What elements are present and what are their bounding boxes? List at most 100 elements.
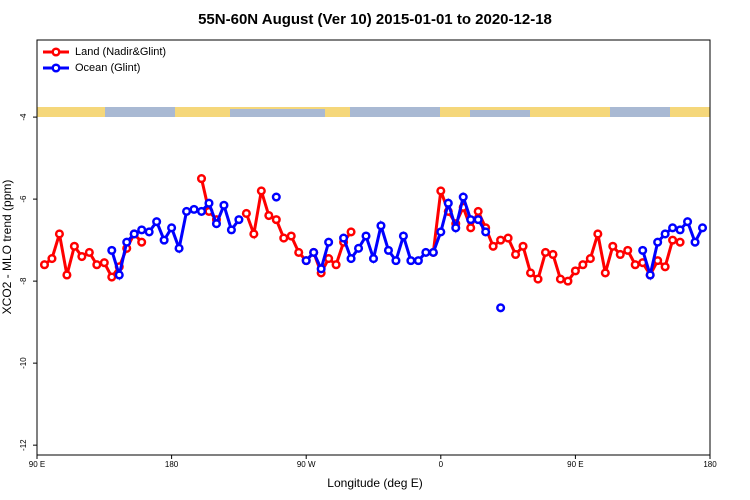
data-point — [496, 235, 506, 245]
y-tick-label: -10 — [19, 357, 28, 369]
data-point — [600, 268, 610, 278]
y-axis-label: XCO2 - MLO trend (ppm) — [0, 180, 14, 315]
data-point — [428, 247, 438, 257]
data-point — [533, 274, 543, 284]
data-point — [697, 223, 708, 233]
data-point — [249, 229, 259, 239]
data-point — [92, 260, 102, 270]
data-point — [503, 233, 513, 243]
x-tick-label: 0 — [439, 460, 444, 469]
data-point — [653, 237, 663, 247]
data-point — [234, 215, 244, 225]
data-point — [107, 272, 117, 282]
data-point — [174, 243, 184, 253]
data-point — [683, 217, 693, 227]
data-point — [391, 256, 401, 266]
data-point — [496, 303, 506, 313]
data-point — [548, 249, 558, 260]
data-point — [608, 241, 618, 251]
data-point — [488, 241, 498, 251]
data-point — [294, 247, 304, 257]
data-point — [241, 208, 251, 219]
data-point — [361, 231, 371, 241]
data-point — [279, 233, 289, 243]
data-point — [436, 227, 446, 237]
data-point — [690, 237, 700, 247]
y-tick-label: -6 — [19, 195, 28, 203]
data-point — [219, 200, 229, 210]
data-point — [122, 237, 132, 247]
data-point — [114, 270, 124, 280]
data-point — [615, 249, 625, 260]
data-point — [525, 268, 536, 278]
data-point — [316, 264, 326, 274]
legend-label: Land (Nadir&Glint) — [75, 46, 166, 58]
data-point — [152, 217, 162, 227]
data-point — [436, 186, 446, 196]
data-point — [196, 174, 207, 184]
legend-marker — [51, 63, 61, 73]
data-point — [451, 223, 461, 233]
data-point — [159, 235, 169, 245]
series-line — [110, 191, 704, 281]
data-point — [473, 215, 483, 225]
data-point — [555, 274, 565, 284]
data-point — [413, 256, 423, 266]
y-tick-label: -8 — [19, 277, 28, 285]
data-point — [376, 221, 386, 231]
data-point — [368, 254, 379, 264]
data-point — [421, 247, 431, 257]
x-tick-label: 180 — [703, 460, 717, 469]
data-point — [578, 260, 588, 270]
data-point — [540, 247, 551, 257]
data-point — [585, 254, 595, 264]
x-tick-label: 90 W — [297, 460, 316, 469]
data-point — [301, 256, 311, 266]
data-point — [264, 210, 274, 221]
data-point — [638, 245, 648, 255]
data-point — [182, 206, 192, 216]
data-point — [668, 235, 678, 245]
data-point — [660, 229, 670, 239]
data-point — [286, 231, 296, 241]
data-point — [39, 260, 50, 270]
data-point — [511, 249, 521, 260]
data-point — [339, 233, 349, 243]
x-tick-label: 90 E — [29, 460, 45, 469]
data-point — [645, 270, 655, 280]
data-point — [167, 223, 177, 233]
data-point — [196, 206, 207, 216]
x-tick-label: 180 — [165, 460, 179, 469]
data-point — [458, 192, 468, 202]
data-point — [466, 215, 476, 225]
data-point — [383, 245, 394, 255]
data-point — [62, 270, 72, 280]
map-strip — [37, 107, 710, 117]
data-point — [99, 258, 109, 268]
data-point — [77, 251, 87, 262]
data-point — [406, 256, 416, 266]
x-tick-label: 90 E — [567, 460, 583, 469]
data-point — [309, 247, 319, 257]
data-point — [668, 223, 678, 233]
data-point — [47, 254, 57, 264]
data-point — [204, 198, 214, 208]
data-point — [443, 198, 453, 208]
chart-title: 55N-60N August (Ver 10) 2015-01-01 to 20… — [198, 11, 552, 28]
data-point — [570, 266, 580, 276]
data-point — [226, 225, 236, 235]
data-point — [623, 245, 633, 255]
data-point — [675, 237, 685, 247]
data-point — [660, 262, 670, 272]
data-point — [271, 192, 281, 202]
data-point — [346, 254, 356, 264]
data-point — [54, 229, 64, 239]
data-point — [84, 247, 94, 257]
data-point — [144, 227, 154, 237]
data-point — [398, 231, 408, 241]
data-point — [518, 241, 528, 251]
data-point — [353, 243, 364, 253]
data-point — [211, 219, 222, 229]
data-point — [593, 229, 603, 239]
